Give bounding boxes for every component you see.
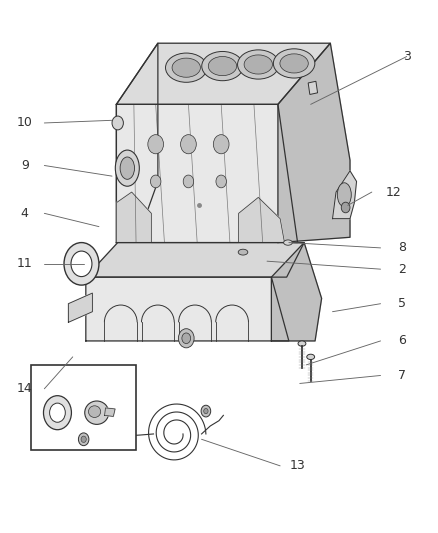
Text: 10: 10	[17, 117, 33, 130]
Text: 8: 8	[399, 241, 406, 254]
Bar	[31, 365, 136, 450]
Ellipse shape	[202, 52, 243, 80]
Ellipse shape	[337, 183, 351, 207]
Circle shape	[78, 433, 89, 446]
Circle shape	[150, 175, 161, 188]
Text: 3: 3	[403, 50, 411, 63]
Text: 6: 6	[399, 334, 406, 348]
Ellipse shape	[238, 249, 248, 255]
Polygon shape	[272, 243, 321, 341]
Text: 2: 2	[399, 263, 406, 276]
Text: 4: 4	[21, 207, 28, 220]
Polygon shape	[117, 192, 151, 243]
Circle shape	[64, 243, 99, 285]
Ellipse shape	[120, 157, 134, 179]
Polygon shape	[117, 43, 330, 104]
Text: 14: 14	[17, 382, 32, 395]
Circle shape	[71, 251, 92, 277]
Circle shape	[204, 408, 208, 414]
Ellipse shape	[280, 54, 308, 73]
Ellipse shape	[172, 58, 201, 77]
Circle shape	[49, 403, 65, 422]
Text: 5: 5	[399, 297, 406, 310]
Polygon shape	[117, 104, 297, 243]
Polygon shape	[117, 43, 158, 243]
Circle shape	[216, 175, 226, 188]
Circle shape	[43, 395, 71, 430]
Ellipse shape	[88, 406, 101, 417]
Polygon shape	[68, 293, 92, 322]
Bar	[308, 82, 318, 94]
Text: 9: 9	[21, 159, 28, 172]
Ellipse shape	[244, 55, 272, 74]
Ellipse shape	[166, 53, 207, 82]
Ellipse shape	[237, 50, 279, 79]
Circle shape	[183, 175, 194, 188]
Polygon shape	[332, 171, 357, 219]
Text: 7: 7	[399, 369, 406, 382]
Text: 13: 13	[290, 459, 305, 472]
Ellipse shape	[85, 401, 109, 424]
Text: 11: 11	[17, 257, 32, 270]
Circle shape	[180, 135, 196, 154]
Polygon shape	[278, 43, 350, 243]
Ellipse shape	[208, 56, 237, 76]
Text: 12: 12	[386, 185, 402, 199]
Circle shape	[148, 135, 163, 154]
Circle shape	[178, 329, 194, 348]
Polygon shape	[105, 408, 115, 416]
Ellipse shape	[307, 354, 314, 360]
Ellipse shape	[273, 49, 315, 78]
Polygon shape	[86, 277, 289, 341]
Circle shape	[201, 405, 211, 417]
Ellipse shape	[284, 240, 292, 245]
Polygon shape	[239, 197, 285, 243]
Polygon shape	[86, 243, 304, 277]
Circle shape	[341, 202, 350, 213]
Circle shape	[213, 135, 229, 154]
Circle shape	[81, 436, 86, 442]
Circle shape	[182, 333, 191, 344]
Circle shape	[112, 116, 124, 130]
Ellipse shape	[115, 150, 139, 186]
Ellipse shape	[298, 341, 306, 346]
